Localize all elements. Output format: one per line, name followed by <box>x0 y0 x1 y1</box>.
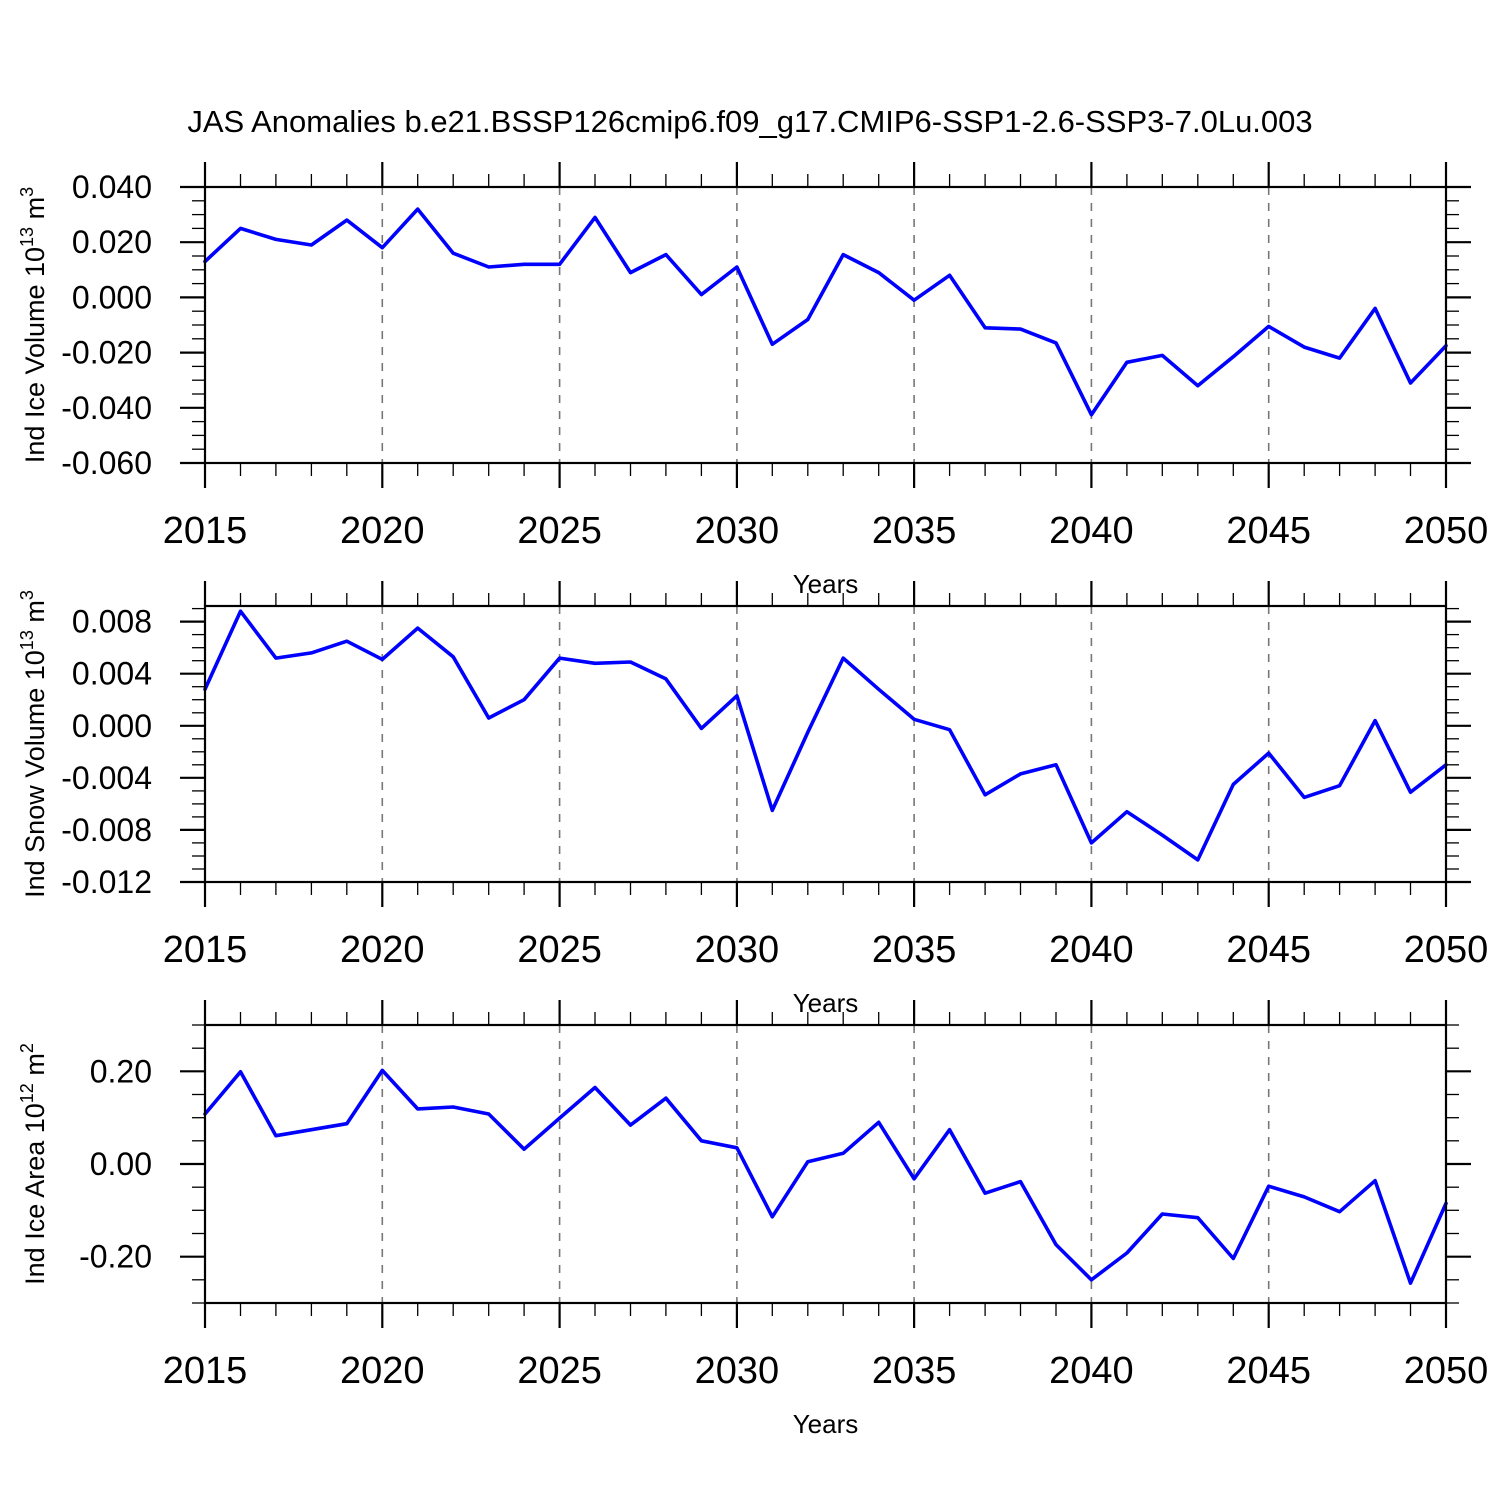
x-tick-label: 2040 <box>1049 1350 1134 1392</box>
y-tick-label: -0.012 <box>61 864 152 900</box>
y-tick-labels: 0.20 0.00 -0.20 <box>79 1053 152 1274</box>
plot-border <box>203 1023 1448 1305</box>
y-ticks <box>180 185 1471 465</box>
y-tick-label: -0.060 <box>61 445 152 481</box>
x-tick-label: 2025 <box>517 1350 602 1392</box>
y-tick-label: -0.20 <box>79 1239 152 1275</box>
x-tick-label: 2020 <box>340 929 425 971</box>
y-ticks <box>180 1024 1471 1304</box>
x-tick-label: 2030 <box>695 510 780 552</box>
y-tick-label: 0.004 <box>72 656 152 692</box>
y-tick-label: 0.000 <box>72 279 152 315</box>
gridlines <box>381 187 1270 463</box>
page-title: JAS Anomalies b.e21.BSSP126cmip6.f09_g17… <box>187 104 1313 139</box>
x-tick-labels: 2015 2020 2025 2030 2035 2040 2045 2050 <box>163 510 1489 552</box>
x-tick-label: 2050 <box>1404 929 1489 971</box>
y-axis-title: Ind Ice Area 1012 m2 <box>17 1043 50 1285</box>
y-tick-label: 0.040 <box>72 169 152 205</box>
series-line-ind-ice-area <box>203 1068 1448 1285</box>
y-tick-labels: 0.008 0.004 0.000 -0.004 -0.008 -0.012 <box>61 604 152 900</box>
x-axis-title: Years <box>793 569 859 599</box>
x-ticks <box>203 162 1448 488</box>
gridlines <box>381 1025 1270 1303</box>
y-ticks <box>180 607 1471 884</box>
panel-ind-ice-area: 0.20 0.00 -0.20 2015 2020 2025 2030 2035 2040 204… <box>17 1000 1488 1439</box>
y-tick-label: -0.040 <box>61 390 152 426</box>
x-tick-label: 2040 <box>1049 929 1134 971</box>
x-tick-label: 2025 <box>517 929 602 971</box>
y-axis-title: Ind Snow Volume 1013 m3 <box>17 590 50 898</box>
x-tick-label: 2030 <box>695 929 780 971</box>
x-tick-label: 2045 <box>1226 929 1311 971</box>
y-tick-label: -0.004 <box>61 760 152 796</box>
x-axis-title: Years <box>793 988 859 1018</box>
x-ticks <box>203 581 1448 907</box>
y-tick-label: -0.008 <box>61 812 152 848</box>
x-tick-label: 2015 <box>163 510 248 552</box>
plot-border <box>203 185 1448 465</box>
y-tick-label: 0.008 <box>72 604 152 640</box>
series-line-ind-snow-volume <box>203 609 1448 862</box>
y-tick-label: 0.020 <box>72 224 152 260</box>
x-tick-label: 2020 <box>340 510 425 552</box>
x-tick-label: 2040 <box>1049 510 1134 552</box>
x-tick-label: 2050 <box>1404 510 1489 552</box>
gridlines <box>381 606 1270 882</box>
x-tick-label: 2030 <box>695 1350 780 1392</box>
x-tick-label: 2035 <box>872 929 957 971</box>
y-axis-title: Ind Ice Volume 1013 m3 <box>17 187 50 463</box>
panel-ind-snow-volume: 0.008 0.004 0.000 -0.004 -0.008 -0.012 2015 202… <box>17 581 1488 1018</box>
y-tick-label: -0.020 <box>61 335 152 371</box>
x-tick-label: 2035 <box>872 510 957 552</box>
x-tick-labels: 2015 2020 2025 2030 2035 2040 2045 2050 <box>163 1350 1489 1392</box>
x-tick-label: 2015 <box>163 1350 248 1392</box>
x-tick-label: 2025 <box>517 510 602 552</box>
panel-ind-ice-volume: 0.040 0.020 0.000 -0.020 -0.040 -0.060 2015 202… <box>17 162 1488 599</box>
y-tick-label: 0.20 <box>90 1053 152 1089</box>
x-tick-label: 2015 <box>163 929 248 971</box>
y-tick-label: 0.00 <box>90 1146 152 1182</box>
x-ticks <box>203 1000 1448 1328</box>
x-tick-label: 2045 <box>1226 1350 1311 1392</box>
plot-border <box>203 604 1448 884</box>
y-tick-labels: 0.040 0.020 0.000 -0.020 -0.040 -0.060 <box>61 169 152 481</box>
x-tick-label: 2050 <box>1404 1350 1489 1392</box>
x-tick-label: 2020 <box>340 1350 425 1392</box>
y-tick-label: 0.000 <box>72 708 152 744</box>
x-tick-label: 2045 <box>1226 510 1311 552</box>
series-line-ind-ice-volume <box>203 207 1448 417</box>
x-tick-label: 2035 <box>872 1350 957 1392</box>
x-tick-labels: 2015 2020 2025 2030 2035 2040 2045 2050 <box>163 929 1489 971</box>
x-axis-title: Years <box>793 1409 859 1439</box>
